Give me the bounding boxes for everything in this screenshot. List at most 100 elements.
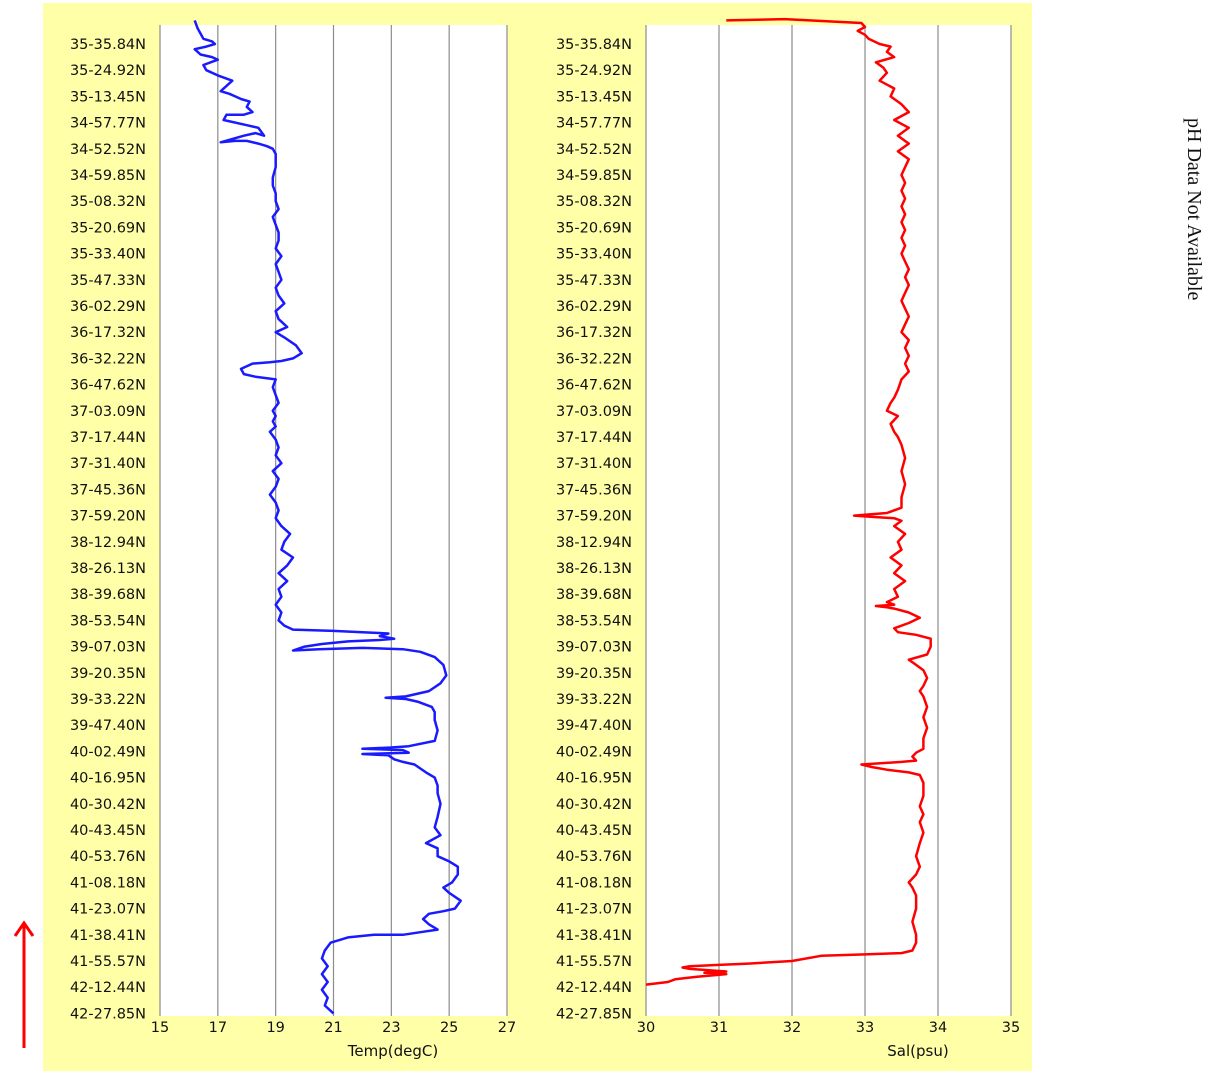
lat-label-temp-6: 40-53.76N — [70, 849, 146, 865]
temperature-axis-title: Temp(degC) — [347, 1042, 438, 1060]
lat-label-temp-24: 36-47.62N — [70, 378, 146, 394]
lat-label-sal-0: 42-27.85N — [556, 1006, 632, 1022]
lat-label-temp-28: 35-47.33N — [70, 273, 146, 289]
lat-label-sal-36: 35-24.92N — [556, 63, 632, 79]
lat-label-temp-5: 41-08.18N — [70, 875, 146, 891]
lat-label-temp-7: 40-43.45N — [70, 823, 146, 839]
lat-label-temp-14: 39-07.03N — [70, 640, 146, 656]
lat-label-temp-3: 41-38.41N — [70, 928, 146, 944]
x-tick-label-sal-5: 35 — [1002, 1020, 1020, 1036]
lat-label-temp-10: 40-02.49N — [70, 744, 146, 760]
lat-label-sal-28: 35-47.33N — [556, 273, 632, 289]
lat-label-temp-11: 39-47.40N — [70, 718, 146, 734]
ph-unavailable-note: pH Data Not Available — [1182, 118, 1206, 418]
lat-label-sal-21: 37-31.40N — [556, 456, 632, 472]
lat-label-temp-2: 41-55.57N — [70, 954, 146, 970]
lat-label-temp-19: 37-59.20N — [70, 509, 146, 525]
lat-label-temp-18: 38-12.94N — [70, 535, 146, 551]
lat-label-temp-31: 35-08.32N — [70, 194, 146, 210]
x-tick-label-temp-6: 27 — [498, 1020, 516, 1036]
salinity-plot-area — [646, 25, 1011, 1016]
x-tick-label-sal-0: 30 — [637, 1020, 655, 1036]
lat-label-temp-23: 37-03.09N — [70, 404, 146, 420]
lat-label-temp-9: 40-16.95N — [70, 771, 146, 787]
salinity-axis-title: Sal(psu) — [887, 1042, 948, 1060]
lat-label-temp-17: 38-26.13N — [70, 561, 146, 577]
lat-label-sal-37: 35-35.84N — [556, 37, 632, 53]
temperature-chart: 42-27.85N 42-12.44N 41-55.57N 41-38.41N 41-2… — [43, 3, 529, 1071]
lat-label-sal-20: 37-45.36N — [556, 482, 632, 498]
lat-label-sal-10: 40-02.49N — [556, 744, 632, 760]
x-tick-label-temp-0: 15 — [151, 1020, 169, 1036]
lat-label-temp-12: 39-33.22N — [70, 692, 146, 708]
lat-label-sal-30: 35-20.69N — [556, 220, 632, 236]
salinity-line — [645, 17, 932, 986]
lat-label-sal-26: 36-17.32N — [556, 325, 632, 341]
lat-label-sal-8: 40-30.42N — [556, 797, 632, 813]
lat-label-sal-12: 39-33.22N — [556, 692, 632, 708]
x-tick-label-sal-3: 33 — [856, 1020, 874, 1036]
ph-note-text: pH Data Not Available — [1183, 118, 1205, 301]
lat-label-temp-1: 42-12.44N — [70, 980, 146, 996]
lat-label-temp-33: 34-52.52N — [70, 142, 146, 158]
lat-label-sal-16: 38-39.68N — [556, 587, 632, 603]
lat-label-sal-22: 37-17.44N — [556, 430, 632, 446]
lat-label-temp-13: 39-20.35N — [70, 666, 146, 682]
lat-label-temp-22: 37-17.44N — [70, 430, 146, 446]
lat-label-temp-37: 35-35.84N — [70, 37, 146, 53]
lat-label-sal-34: 34-57.77N — [556, 116, 632, 132]
x-tick-label-temp-1: 17 — [209, 1020, 227, 1036]
lat-label-sal-33: 34-52.52N — [556, 142, 632, 158]
lat-label-temp-16: 38-39.68N — [70, 587, 146, 603]
lat-label-sal-24: 36-47.62N — [556, 378, 632, 394]
x-tick-label-sal-4: 34 — [929, 1020, 947, 1036]
lat-label-temp-21: 37-31.40N — [70, 456, 146, 472]
lat-label-sal-11: 39-47.40N — [556, 718, 632, 734]
lat-label-sal-31: 35-08.32N — [556, 194, 632, 210]
x-tick-label-temp-4: 23 — [382, 1020, 400, 1036]
lat-label-temp-20: 37-45.36N — [70, 482, 146, 498]
arrow-up-icon — [13, 920, 35, 1048]
lat-label-temp-34: 34-57.77N — [70, 116, 146, 132]
lat-label-temp-26: 36-17.32N — [70, 325, 146, 341]
lat-label-temp-0: 42-27.85N — [70, 1006, 146, 1022]
lat-label-temp-29: 35-33.40N — [70, 247, 146, 263]
lat-label-sal-2: 41-55.57N — [556, 954, 632, 970]
lat-label-sal-3: 41-38.41N — [556, 928, 632, 944]
x-tick-label-temp-2: 19 — [266, 1020, 284, 1036]
lat-label-temp-15: 38-53.54N — [70, 613, 146, 629]
lat-label-sal-18: 38-12.94N — [556, 535, 632, 551]
lat-label-temp-27: 36-02.29N — [70, 299, 146, 315]
lat-label-temp-4: 41-23.07N — [70, 902, 146, 918]
lat-label-sal-25: 36-32.22N — [556, 351, 632, 367]
lat-label-sal-17: 38-26.13N — [556, 561, 632, 577]
lat-label-temp-8: 40-30.42N — [70, 797, 146, 813]
lat-label-sal-15: 38-53.54N — [556, 613, 632, 629]
lat-label-sal-1: 42-12.44N — [556, 980, 632, 996]
lat-label-sal-19: 37-59.20N — [556, 509, 632, 525]
salinity-chart: 42-27.85N 42-12.44N 41-55.57N 41-38.41N 41-2… — [529, 3, 1032, 1071]
lat-label-sal-4: 41-23.07N — [556, 902, 632, 918]
x-tick-label-sal-1: 31 — [710, 1020, 728, 1036]
lat-label-sal-23: 37-03.09N — [556, 404, 632, 420]
lat-label-temp-25: 36-32.22N — [70, 351, 146, 367]
lat-label-temp-32: 34-59.85N — [70, 168, 146, 184]
x-tick-label-sal-2: 32 — [783, 1020, 801, 1036]
lat-label-sal-5: 41-08.18N — [556, 875, 632, 891]
lat-label-sal-29: 35-33.40N — [556, 247, 632, 263]
lat-label-sal-6: 40-53.76N — [556, 849, 632, 865]
x-tick-label-temp-5: 25 — [440, 1020, 458, 1036]
lat-label-sal-7: 40-43.45N — [556, 823, 632, 839]
lat-label-sal-9: 40-16.95N — [556, 771, 632, 787]
lat-label-temp-35: 35-13.45N — [70, 89, 146, 105]
lat-label-temp-36: 35-24.92N — [70, 63, 146, 79]
x-tick-label-temp-3: 21 — [324, 1020, 342, 1036]
lat-label-sal-14: 39-07.03N — [556, 640, 632, 656]
lat-label-sal-27: 36-02.29N — [556, 299, 632, 315]
lat-label-sal-32: 34-59.85N — [556, 168, 632, 184]
lat-label-temp-30: 35-20.69N — [70, 220, 146, 236]
lat-label-sal-13: 39-20.35N — [556, 666, 632, 682]
lat-label-sal-35: 35-13.45N — [556, 89, 632, 105]
temperature-line — [193, 19, 462, 1015]
